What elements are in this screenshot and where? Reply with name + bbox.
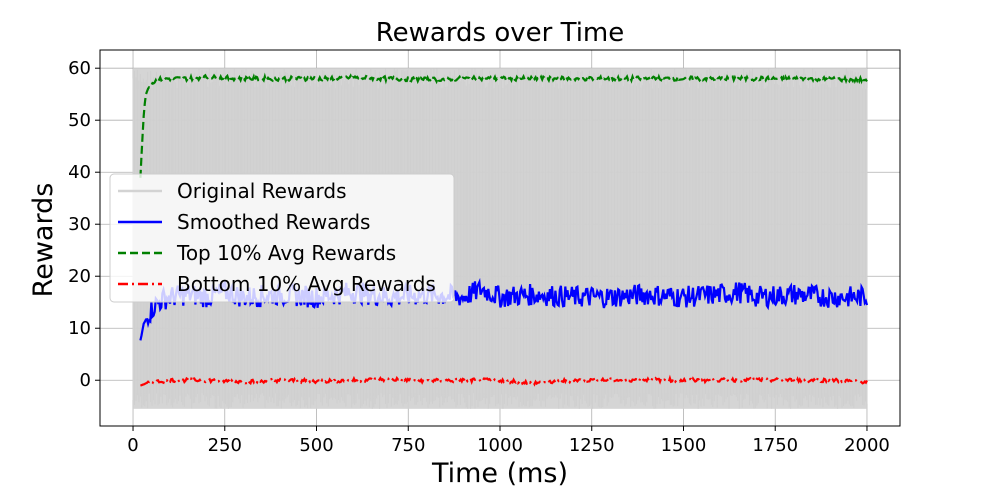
x-axis-label: Time (ms) bbox=[431, 458, 568, 489]
x-tick-label: 250 bbox=[208, 435, 242, 456]
y-tick-label: 20 bbox=[68, 266, 91, 287]
x-tick-label: 1500 bbox=[661, 435, 707, 456]
legend-item-bottom-10-avg-rewards-label: Bottom 10% Avg Rewards bbox=[177, 272, 436, 296]
legend-item-original-rewards-label: Original Rewards bbox=[177, 179, 347, 203]
x-tick-label: 1750 bbox=[752, 435, 798, 456]
y-axis-label: Rewards bbox=[28, 183, 59, 298]
y-tick-label: 60 bbox=[68, 58, 91, 79]
y-tick-label: 10 bbox=[68, 318, 91, 339]
x-axis-ticks: 0 250 500 750 1000 1250 1500 1750 2000 bbox=[127, 426, 890, 456]
x-tick-label: 0 bbox=[127, 435, 138, 456]
legend-item-smoothed-rewards-label: Smoothed Rewards bbox=[177, 210, 370, 234]
y-axis-ticks: 0 10 20 30 40 50 60 bbox=[68, 58, 100, 391]
x-tick-label: 2000 bbox=[844, 435, 890, 456]
bottom-10-avg-rewards-line bbox=[140, 374, 868, 387]
legend-box bbox=[109, 173, 455, 303]
legend: Original Rewards Smoothed Rewards Top 10% … bbox=[109, 173, 455, 303]
x-tick-label: 500 bbox=[299, 435, 333, 456]
x-tick-label: 1000 bbox=[477, 435, 523, 456]
x-tick-label: 1250 bbox=[569, 435, 615, 456]
legend-item-top-10-avg-rewards-label: Top 10% Avg Rewards bbox=[176, 241, 396, 265]
y-tick-label: 0 bbox=[80, 370, 91, 391]
y-tick-label: 40 bbox=[68, 162, 91, 183]
top-10-avg-rewards-line bbox=[139, 72, 868, 178]
x-tick-label: 750 bbox=[391, 435, 425, 456]
y-tick-label: 30 bbox=[68, 214, 91, 235]
chart-title: Rewards over Time bbox=[376, 18, 625, 48]
y-tick-label: 50 bbox=[68, 110, 91, 131]
